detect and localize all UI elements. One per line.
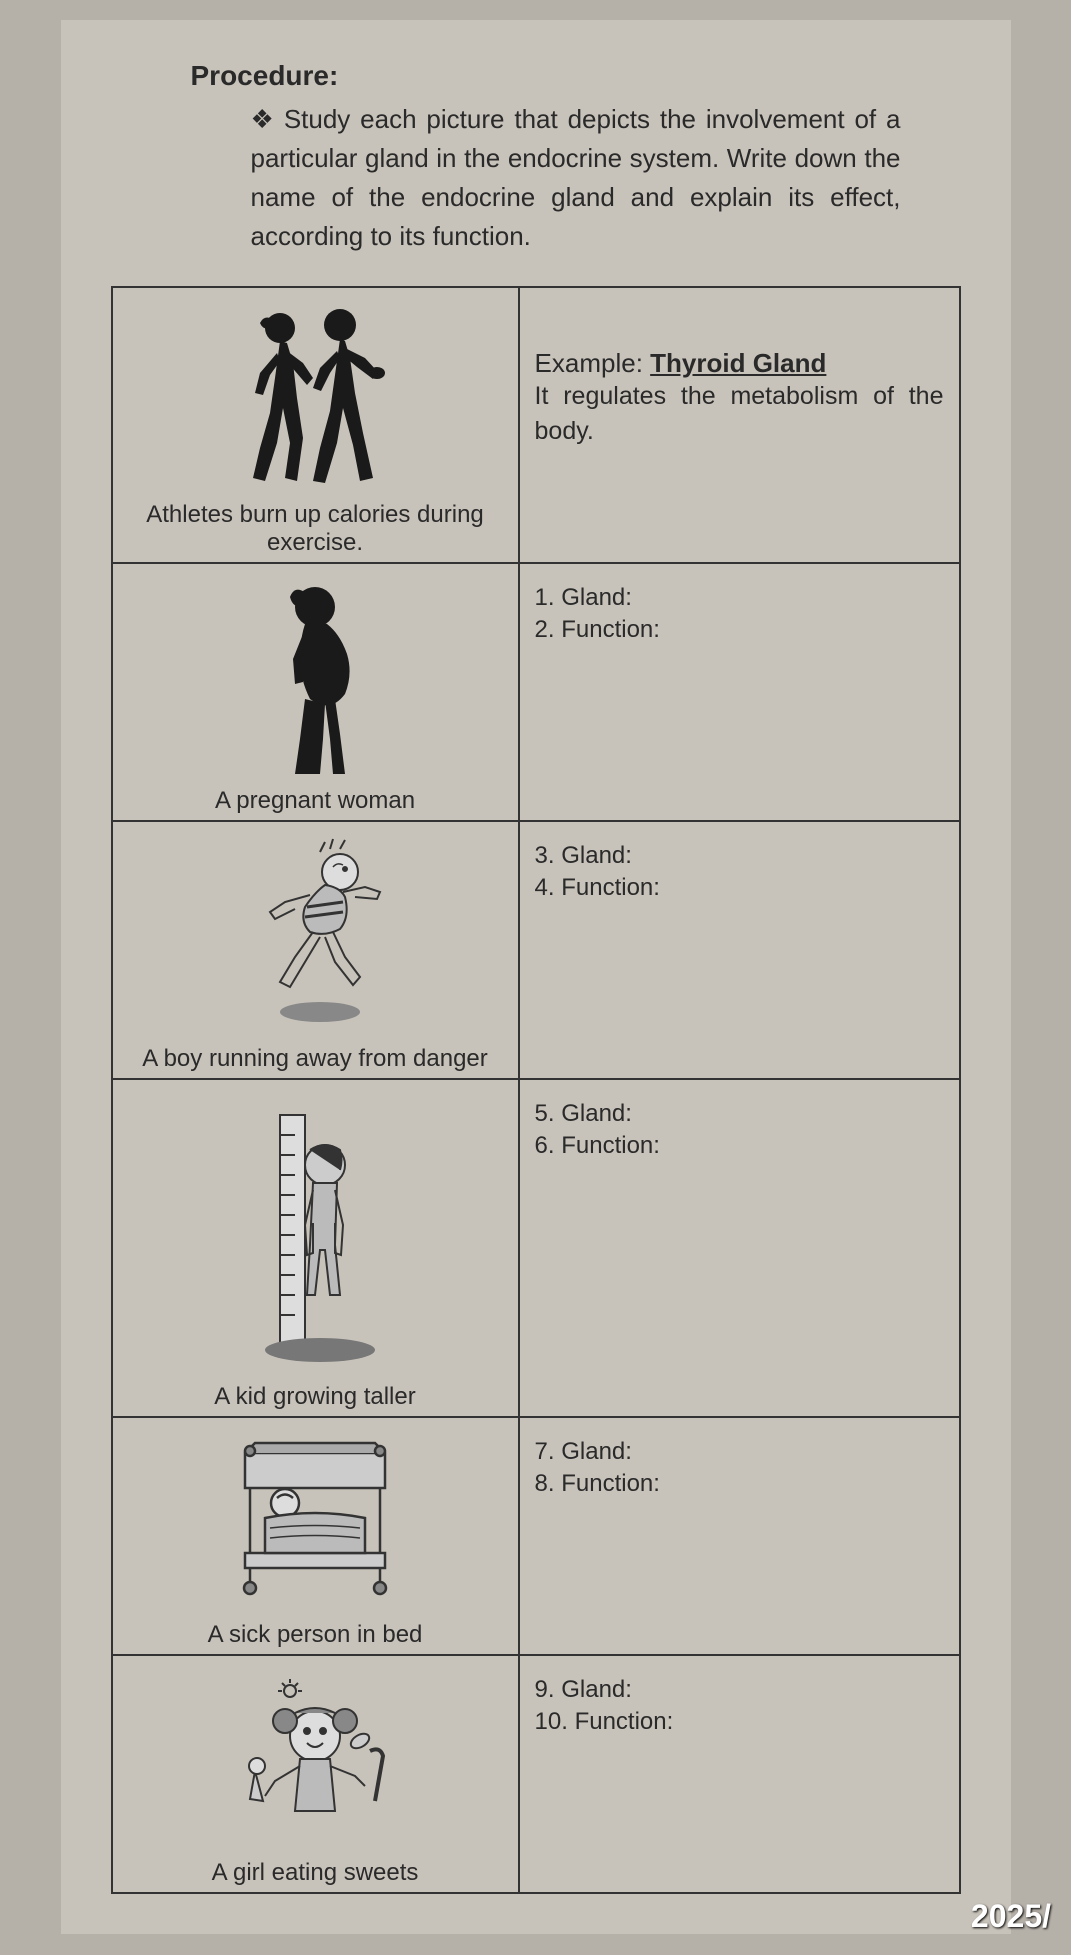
field-label: Gland: (561, 842, 632, 869)
field-label: Function: (561, 874, 660, 901)
pregnant-woman-icon (123, 579, 508, 779)
number-label: 9. (535, 1676, 555, 1703)
image-cell: Athletes burn up calories during exercis… (112, 287, 519, 563)
image-cell: A boy running away from danger (112, 821, 519, 1079)
answer-line: 1. Gland: (535, 584, 944, 612)
answer-cell: Example: Thyroid Gland It regulates the … (519, 287, 960, 563)
gland-name: Thyroid Gland (650, 348, 826, 378)
number-label: 5. (535, 1100, 555, 1127)
caption: Athletes burn up calories during exercis… (123, 501, 508, 557)
table-row: Athletes burn up calories during exercis… (112, 287, 960, 563)
procedure-text: ❖Study each picture that depicts the inv… (251, 100, 901, 256)
number-label: 3. (535, 842, 555, 869)
answer-line: 8. Function: (535, 1470, 944, 1498)
example-label: Example: (535, 348, 651, 378)
image-cell: A sick person in bed (112, 1417, 519, 1655)
number-label: 8. (535, 1470, 555, 1497)
timestamp: 2025/ (971, 1898, 1051, 1935)
answer-line: 7. Gland: (535, 1438, 944, 1466)
procedure-header: Procedure: (191, 60, 961, 92)
number-label: 2. (535, 616, 555, 643)
table-row: A boy running away from danger 3. Gland:… (112, 821, 960, 1079)
procedure-body: Study each picture that depicts the invo… (251, 104, 901, 251)
answer-line: 9. Gland: (535, 1676, 944, 1704)
image-cell: A pregnant woman (112, 563, 519, 821)
answer-line: 6. Function: (535, 1132, 944, 1160)
field-label: Function: (561, 1132, 660, 1159)
caption: A boy running away from danger (123, 1045, 508, 1073)
answer-line: 5. Gland: (535, 1100, 944, 1128)
table-row: A kid growing taller 5. Gland: 6. Functi… (112, 1079, 960, 1417)
running-boy-icon (123, 837, 508, 1037)
field-label: Gland: (561, 584, 632, 611)
number-label: 7. (535, 1438, 555, 1465)
field-label: Gland: (561, 1100, 632, 1127)
table-row: A pregnant woman 1. Gland: 2. Function: (112, 563, 960, 821)
field-label: Gland: (561, 1438, 632, 1465)
worksheet-page: Procedure: ❖Study each picture that depi… (61, 20, 1011, 1934)
number-label: 10. (535, 1708, 568, 1735)
number-label: 4. (535, 874, 555, 901)
field-label: Function: (561, 1470, 660, 1497)
sick-person-icon (123, 1433, 508, 1613)
example-text: It regulates the metabolism of the body. (535, 379, 944, 449)
girl-sweets-icon (123, 1671, 508, 1851)
field-label: Function: (561, 616, 660, 643)
number-label: 6. (535, 1132, 555, 1159)
answer-cell: 1. Gland: 2. Function: (519, 563, 960, 821)
table-row: A sick person in bed 7. Gland: 8. Functi… (112, 1417, 960, 1655)
field-label: Gland: (561, 1676, 632, 1703)
answer-cell: 7. Gland: 8. Function: (519, 1417, 960, 1655)
answer-cell: 5. Gland: 6. Function: (519, 1079, 960, 1417)
athletes-icon (123, 303, 508, 493)
answer-line: 2. Function: (535, 616, 944, 644)
image-cell: A girl eating sweets (112, 1655, 519, 1893)
answer-line: 10. Function: (535, 1708, 944, 1736)
field-label: Function: (575, 1708, 674, 1735)
caption: A kid growing taller (123, 1383, 508, 1411)
image-cell: A kid growing taller (112, 1079, 519, 1417)
worksheet-table: Athletes burn up calories during exercis… (111, 286, 961, 1894)
answer-cell: 9. Gland: 10. Function: (519, 1655, 960, 1893)
growing-kid-icon (123, 1095, 508, 1375)
answer-line: 3. Gland: (535, 842, 944, 870)
number-label: 1. (535, 584, 555, 611)
table-row: A girl eating sweets 9. Gland: 10. Funct… (112, 1655, 960, 1893)
bullet-icon: ❖ (251, 100, 274, 139)
caption: A sick person in bed (123, 1621, 508, 1649)
caption: A pregnant woman (123, 787, 508, 815)
answer-line: 4. Function: (535, 874, 944, 902)
answer-cell: 3. Gland: 4. Function: (519, 821, 960, 1079)
caption: A girl eating sweets (123, 1859, 508, 1887)
